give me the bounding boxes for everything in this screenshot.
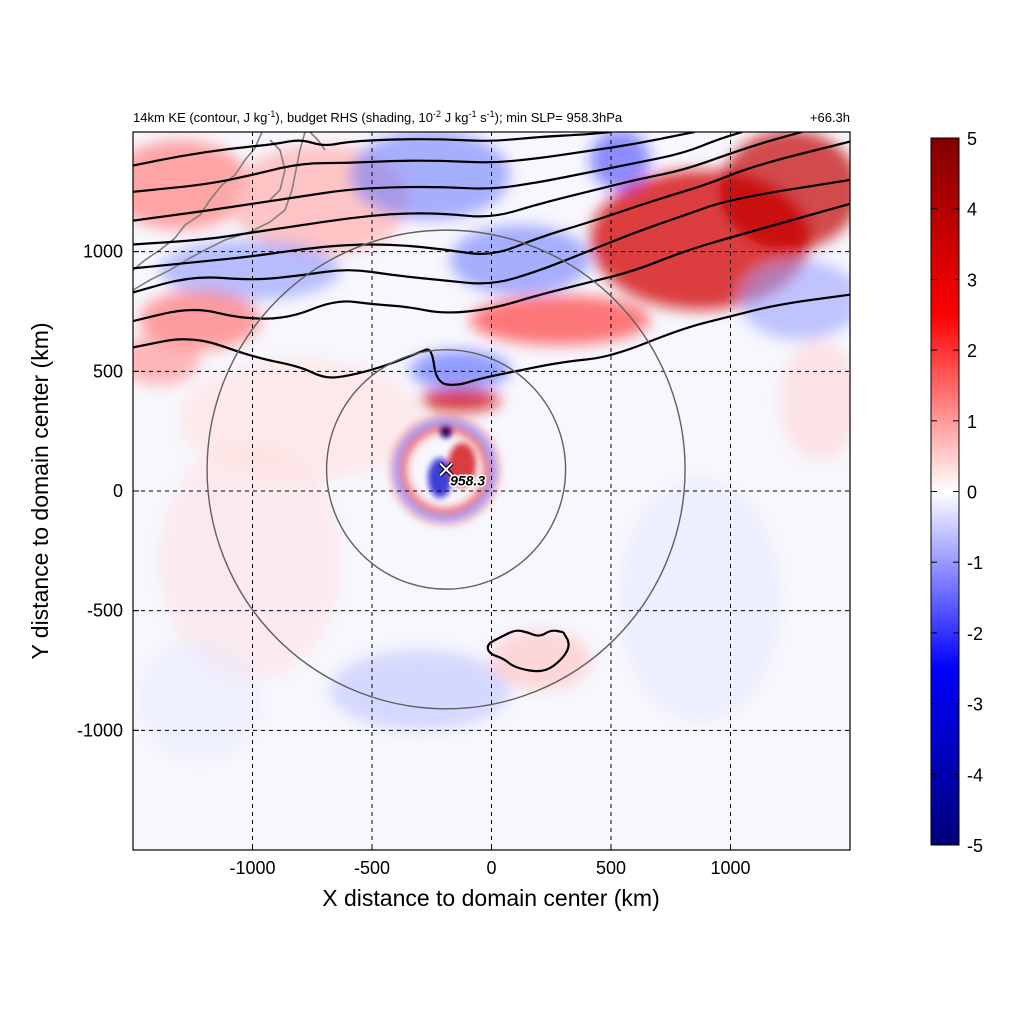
eyewall-positive [448, 443, 476, 487]
ke-contour-line [133, 202, 850, 323]
ke-contour-line [486, 629, 570, 673]
shade-blob [420, 388, 500, 412]
storm-center-x [439, 462, 453, 477]
x-tick-label: 0 [486, 858, 496, 878]
y-tick-label: -500 [87, 601, 123, 621]
x-tick-label: -1000 [229, 858, 275, 878]
y-tick-label: 500 [93, 361, 123, 381]
ke-contour-line [133, 293, 850, 386]
chart-title: 14km KE (contour, J kg-1), budget RHS (s… [133, 109, 623, 125]
shade-blob [410, 350, 510, 390]
y-tick-label: -1000 [77, 720, 123, 740]
shade-blob [780, 340, 850, 460]
colorbar-tick-label: -4 [967, 765, 983, 785]
eyewall-core [440, 426, 452, 438]
shade-blob [160, 240, 340, 300]
shade-blob [330, 650, 510, 730]
x-tick-label: -500 [354, 858, 390, 878]
x-axis-label: X distance to domain center (km) [322, 885, 659, 911]
range-rings [206, 229, 686, 710]
shade-blob [490, 630, 590, 690]
ke-contour-line [133, 132, 695, 193]
ke-contour-line [133, 178, 850, 294]
plot-area: 958.3 [133, 132, 850, 850]
shade-blob [160, 440, 340, 680]
colorbar-tick-label: 1 [967, 412, 977, 432]
colorbar-tick-label: 2 [967, 341, 977, 361]
colorbar-tick-label: 5 [967, 129, 977, 149]
colorbar-tick-label: -3 [967, 695, 983, 715]
shade-blob [590, 132, 650, 190]
shade-blob [133, 140, 250, 230]
x-axis: -1000 -500 0 500 1000 [229, 844, 751, 878]
shade-blob [140, 290, 260, 350]
shade-blob [740, 260, 850, 340]
shade-blob [470, 295, 650, 345]
y-axis-label: Y distance to domain center (km) [27, 322, 53, 659]
range-ring [325, 349, 567, 590]
y-tick-label: 1000 [83, 242, 123, 262]
shade-blob [140, 640, 260, 760]
ke-contour-line [133, 132, 743, 222]
shade-blob [620, 480, 780, 720]
ke-contours [133, 132, 850, 673]
colorbar: -5 -4 -3 -2 -1 0 1 2 3 4 5 [930, 129, 983, 856]
colorbar-tick-label: 4 [967, 200, 977, 220]
storm-center-label: 958.3 [450, 472, 485, 488]
colorbar-tick-label: 3 [967, 270, 977, 290]
colorbar-tick-label: -2 [967, 624, 983, 644]
colorbar-tick-label: -5 [967, 836, 983, 856]
shade-blob [133, 335, 200, 385]
colorbar-tick-label: -1 [967, 553, 983, 573]
forecast-hour-label: +66.3h [810, 110, 850, 125]
x-tick-label: 1000 [710, 858, 750, 878]
ke-contour-line [133, 140, 850, 270]
coastline-path [309, 132, 326, 151]
colorbar-tick-label: 0 [967, 483, 977, 503]
x-tick-label: 500 [596, 858, 626, 878]
y-axis: -1000 -500 0 500 1000 [77, 242, 139, 740]
range-ring [206, 229, 686, 710]
ke-contour-line [133, 132, 612, 167]
storm-center-marker: 958.3 [438, 462, 487, 490]
shade-blob [450, 225, 590, 295]
coastline-path [269, 139, 286, 201]
shade-blob [350, 132, 510, 220]
ke-contour-line [133, 132, 803, 246]
y-tick-label: 0 [113, 481, 123, 501]
